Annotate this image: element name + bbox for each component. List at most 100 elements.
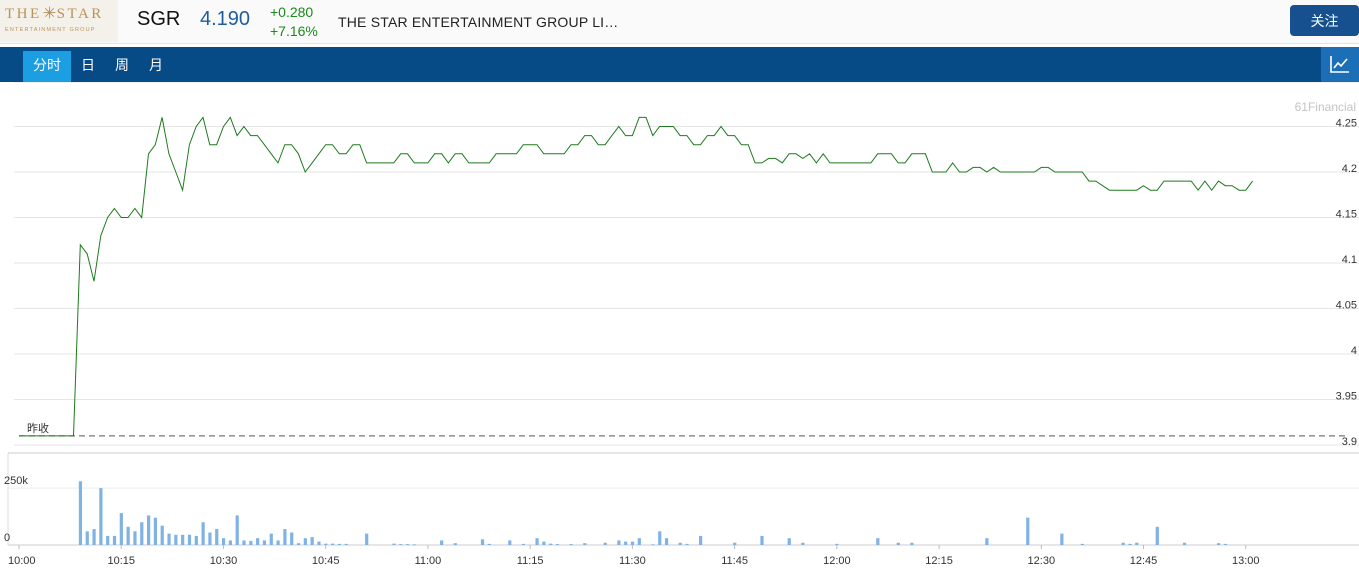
price-change: +0.280 +7.16% [270,3,318,41]
volume-bar [1080,543,1084,545]
volume-bar [685,543,689,545]
volume-bar [310,537,314,545]
volume-bar [1128,543,1132,545]
volume-bar [535,538,539,545]
volume-bar [201,522,205,545]
tab-weekly[interactable]: 周 [115,58,129,74]
volume-bar [835,543,839,545]
volume-bar [487,543,491,545]
volume-bar [85,531,89,545]
volume-bar [453,543,457,545]
volume-bar [658,531,662,545]
volume-bar [126,526,130,545]
volume-bar [228,540,232,545]
price-tick-label: 3.95 [1336,391,1357,403]
tab-intraday[interactable]: 分时 [23,51,71,82]
volume-bar [235,515,239,545]
price-tick-label: 4.05 [1336,300,1357,312]
volume-bar [583,543,587,545]
volume-bar [153,517,158,545]
volume-bar [208,532,212,545]
volume-bar [1060,533,1064,545]
volume-bar [405,544,410,546]
volume-bar [119,513,123,545]
follow-button[interactable]: 关注 [1290,5,1359,36]
volume-bar [630,541,635,545]
time-tick-label: 12:15 [925,555,953,567]
volume-bar [617,540,621,545]
quote-header: THE STAR ENTERTAINMENT GROUP SGR 4.190 +0… [0,0,1359,44]
volume-bar [337,543,342,545]
volume-bar [296,543,301,545]
volume-bar [760,535,764,545]
volume-bar [133,531,137,545]
time-tick-label: 10:00 [8,555,36,567]
time-tick-label: 11:00 [415,555,442,567]
star-logo-icon [43,6,56,19]
price-line [19,116,1254,437]
volume-bar [78,481,83,545]
time-tick-label: 10:30 [210,555,238,567]
volume-bar [651,544,655,546]
volume-bar [1135,542,1139,545]
period-tab-bar: 分时 日 周 月 [0,47,1359,82]
volume-bar [399,544,403,546]
change-percent: +7.16% [270,23,318,39]
volume-bar [1223,543,1228,545]
tab-monthly[interactable]: 月 [149,58,163,74]
volume-bar [1026,517,1030,545]
tab-daily[interactable]: 日 [81,58,95,74]
volume-bar [317,541,321,545]
volume-bar [699,535,703,545]
volume-bar [194,535,198,545]
volume-bar [324,543,328,545]
volume-bar [1155,526,1159,545]
volume-bar [569,544,573,546]
volume-bar [549,543,553,545]
volume-bar [290,532,294,545]
volume-tick-label: 250k [4,475,28,487]
volume-bar [678,542,682,545]
volume-tick-label: 0 [4,532,10,544]
volume-bar [276,540,280,545]
volume-bar [876,538,880,545]
volume-bar [440,540,444,545]
chart-type-toggle[interactable] [1321,47,1359,82]
volume-y-axis: 250k 0 [4,475,28,544]
volume-bar [801,542,805,545]
volume-bar [112,535,117,545]
time-tick-label: 11:45 [721,555,748,567]
volume-bar [303,538,307,545]
volume-bar [392,543,396,545]
time-tick-label: 12:45 [1130,555,1158,567]
logo-subtitle: ENTERTAINMENT GROUP [5,27,96,33]
volume-bar [242,540,246,545]
volume-bar [365,533,369,545]
ticker-symbol: SGR [137,8,181,30]
logo-wordmark: THE STAR [5,6,104,22]
time-tick-label: 11:30 [619,555,646,567]
watermark: 61Financial [1295,100,1356,114]
volume-bar [344,543,348,545]
volume-bar [106,535,110,545]
line-chart-icon [1330,56,1349,73]
volume-bar [985,538,989,545]
volume-bars [78,481,1228,546]
time-tick-label: 12:30 [1028,555,1056,567]
volume-bar [787,538,791,545]
price-y-axis: 4.25 4.2 4.15 4.1 4.05 4 3.95 3.9 [1336,118,1357,449]
intraday-chart: 61Financial 4.25 4.2 4.15 4.1 4.05 4 3.95 3.9 昨… [4,82,1359,567]
chart-grid [7,82,1359,546]
time-tick-label: 10:45 [312,555,340,567]
price-tick-label: 4 [1351,345,1357,357]
price-tick-label: 4.25 [1336,118,1357,130]
volume-bar [896,542,900,545]
volume-bar [1217,543,1221,545]
price-tick-label: 4.15 [1336,209,1357,221]
volume-bar [331,543,335,545]
volume-bar [99,488,103,545]
volume-bar [160,525,164,545]
volume-bar [521,543,526,545]
volume-bar [555,544,560,546]
volume-bar [146,515,151,545]
